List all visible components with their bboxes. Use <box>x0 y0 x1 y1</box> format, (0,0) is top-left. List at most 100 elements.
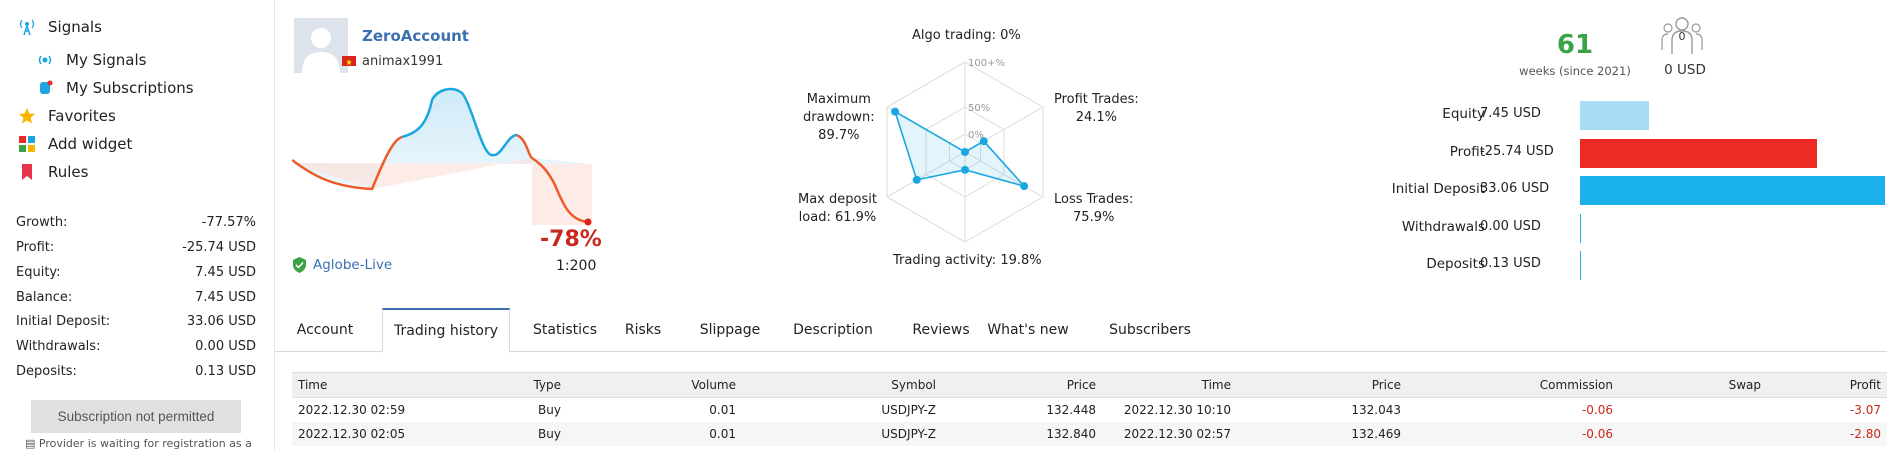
sidebar-item-label: Favorites <box>48 107 116 125</box>
radar-grid-spoke <box>886 151 966 198</box>
cell-type: Buy <box>492 421 567 446</box>
sidebar-item-label: My Signals <box>66 51 147 69</box>
broker-link[interactable]: Aglobe-Live <box>292 257 392 273</box>
col-symbol[interactable]: Symbol <box>742 372 942 398</box>
cell-volume: 0.01 <box>567 421 742 446</box>
cell-profit: -2.80 <box>1767 421 1887 446</box>
cell-time-close: 2022.12.30 02:57 <box>1102 421 1237 446</box>
subscribers-icon <box>1660 16 1704 60</box>
radar-scale-label: 100+% <box>968 58 1005 69</box>
sidebar-item-my-signals[interactable]: My Signals <box>34 47 146 73</box>
summary-bar <box>1580 251 1581 280</box>
radar-point <box>1020 182 1029 191</box>
tab-slippage[interactable]: Slippage <box>699 322 761 338</box>
summary-bar <box>1580 139 1817 168</box>
cell-time-open: 2022.12.30 02:59 <box>298 402 406 417</box>
star-icon <box>16 106 38 126</box>
sidebar-item-label: Rules <box>48 163 89 181</box>
summary-value: 33.06 USD <box>1480 181 1550 196</box>
tab-account[interactable]: Account <box>296 322 354 338</box>
radar-point <box>961 165 969 174</box>
summary-bar <box>1580 176 1885 205</box>
cell-price-close: 132.469 <box>1237 421 1407 446</box>
radar-label-deposit-load: Max deposit load: 61.9% <box>798 192 877 225</box>
col-swap[interactable]: Swap <box>1619 372 1767 398</box>
summary-bar <box>1580 101 1649 130</box>
cell-swap <box>1619 421 1767 446</box>
stat-deposits: Deposits: 0.13 USD <box>16 364 256 379</box>
stat-balance: Balance: 7.45 USD <box>16 290 256 305</box>
radar-label-loss-trades: Loss Trades: 75.9% <box>1054 192 1134 225</box>
sidebar: Signals My Signals My Subscriptions Favo… <box>0 0 275 450</box>
stat-growth: Growth: -77.57% <box>16 215 256 230</box>
radar-area <box>893 109 1027 188</box>
tab-trading-history[interactable]: Trading history <box>382 308 510 353</box>
table-row: 2022.12.30 02:05 Buy 0.01 USDJPY-Z 132.8… <box>292 421 1887 446</box>
sidebar-item-label: Signals <box>48 18 102 36</box>
bookmark-icon <box>16 162 38 182</box>
col-price-open[interactable]: Price <box>942 372 1102 398</box>
subscription-button[interactable]: Subscription not permitted <box>31 400 241 433</box>
tab-whats-new[interactable]: What's new <box>987 322 1069 338</box>
col-volume[interactable]: Volume <box>567 372 742 398</box>
account-name-link[interactable]: ZeroAccount <box>362 27 469 45</box>
sidebar-item-favorites[interactable]: Favorites <box>16 103 116 129</box>
tab-description[interactable]: Description <box>793 322 873 338</box>
sidebar-item-signals[interactable]: Signals <box>16 14 102 40</box>
radar-label-drawdown: Maximum drawdown: 89.7% <box>803 92 875 143</box>
stat-withdrawals: Withdrawals: 0.00 USD <box>16 339 256 354</box>
col-time-open[interactable]: Time <box>292 372 492 398</box>
radar-point <box>891 107 900 116</box>
radar-chart: 100+% 50% 0% <box>886 58 1044 243</box>
summary-row-profit: Profit -25.74 USD <box>1330 138 1887 168</box>
tab-statistics[interactable]: Statistics <box>533 322 597 338</box>
sidebar-item-label: My Subscriptions <box>66 79 194 97</box>
col-commission[interactable]: Commission <box>1407 372 1619 398</box>
sidebar-item-my-subscriptions[interactable]: My Subscriptions <box>34 75 194 101</box>
col-profit[interactable]: Profit <box>1767 372 1887 398</box>
weeks-count: 61 <box>1556 30 1594 60</box>
tab-reviews[interactable]: Reviews <box>912 322 970 338</box>
radar-point <box>961 148 969 156</box>
cell-price-open: 132.840 <box>942 421 1102 446</box>
verified-shield-icon <box>292 257 307 273</box>
cell-symbol: USDJPY-Z <box>881 402 936 417</box>
radar-point <box>979 137 988 146</box>
tab-bar: Account Trading history Statistics Risks… <box>275 308 1887 353</box>
provider-note: ▤ Provider is waiting for registration a… <box>25 437 252 450</box>
table-header-row: Time Type Volume Symbol Price Time Price… <box>292 372 1887 398</box>
subscription-icon <box>34 78 56 98</box>
radar-label-activity: Trading activity: 19.8% <box>893 253 1042 268</box>
sidebar-item-add-widget[interactable]: Add widget <box>16 131 132 157</box>
summary-value: -25.74 USD <box>1480 144 1554 159</box>
radar-scale-label: 50% <box>968 103 990 114</box>
cell-commission: -0.06 <box>1581 402 1613 417</box>
table-row: 2022.12.30 02:59 Buy 0.01 USDJPY-Z 132.4… <box>292 398 1887 422</box>
col-price-close[interactable]: Price <box>1237 372 1407 398</box>
stat-initial-deposit: Initial Deposit: 33.06 USD <box>16 314 256 329</box>
summary-row-initial-deposit: Initial Deposit 33.06 USD <box>1330 175 1887 205</box>
summary-label: Equity <box>1442 106 1485 122</box>
summary-value: 0.00 USD <box>1480 219 1541 234</box>
cell-swap <box>1619 398 1767 422</box>
cell-symbol: USDJPY-Z <box>742 421 942 446</box>
summary-value: 7.45 USD <box>1480 106 1541 121</box>
sidebar-item-rules[interactable]: Rules <box>16 159 88 185</box>
summary-row-equity: Equity 7.45 USD <box>1330 100 1887 130</box>
tab-risks[interactable]: Risks <box>624 322 662 338</box>
broadcast-icon <box>34 50 56 70</box>
tab-subscribers[interactable]: Subscribers <box>1109 322 1191 338</box>
cell-profit: -3.07 <box>1849 402 1881 417</box>
stat-profit: Profit: -25.74 USD <box>16 240 256 255</box>
info-icon: ▤ <box>25 437 36 450</box>
leverage-value: 1:200 <box>556 258 597 274</box>
trading-history-table: Time Type Volume Symbol Price Time Price… <box>292 372 1887 446</box>
summary-value: 0.13 USD <box>1480 256 1541 271</box>
growth-value: -78% <box>540 227 602 252</box>
radar-label-algo: Algo trading: 0% <box>912 28 1021 43</box>
col-time-close[interactable]: Time <box>1102 372 1237 398</box>
cell-commission: -0.06 <box>1407 421 1619 446</box>
radar-grid-spoke <box>964 151 1044 198</box>
col-type[interactable]: Type <box>492 372 567 398</box>
stat-equity: Equity: 7.45 USD <box>16 265 256 280</box>
